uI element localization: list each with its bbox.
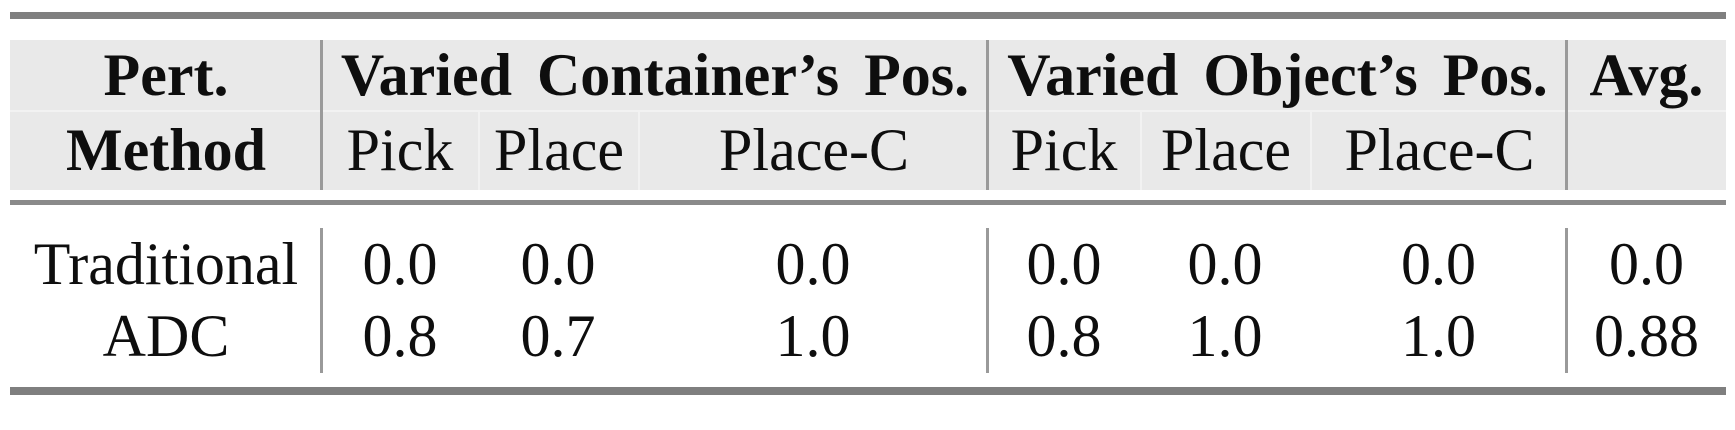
subheader-g1-place: Place <box>478 112 638 190</box>
row-traditional-avg: 0.0 <box>1609 231 1684 297</box>
header-group-varied-object-pos: Varied Object’s Pos. <box>988 40 1567 112</box>
row-traditional-g1-place: 0.0 <box>520 231 596 297</box>
table-header: Pert. Varied Container’s Pos. Varied Obj… <box>10 40 1726 190</box>
row-adc-g2-pick: 0.8 <box>1026 303 1102 369</box>
header-method: Method <box>66 117 266 183</box>
header-pert: Pert. <box>10 40 322 112</box>
row-adc-g2-place-c: 1.0 <box>1401 303 1476 369</box>
row-traditional-g1-place-c: 0.0 <box>775 231 851 297</box>
results-table: Pert. Varied Container’s Pos. Varied Obj… <box>10 12 1726 395</box>
vsep-group1-group2-header <box>986 40 989 190</box>
vsep-method-group1-header <box>320 40 323 190</box>
vsep-group1-group2-body <box>986 228 989 373</box>
subheader-g2-place-c: Place-C <box>1310 112 1567 190</box>
row-traditional-g2-place-c: 0.0 <box>1401 231 1476 297</box>
row-traditional-g2-pick: 0.0 <box>1026 231 1102 297</box>
row-traditional-g2-place: 0.0 <box>1187 231 1263 297</box>
subheader-g2-place: Place <box>1140 112 1310 190</box>
subheader-avg-empty <box>1567 112 1726 190</box>
row-adc-g2-place: 1.0 <box>1187 303 1263 369</box>
table-bottom-rule <box>10 387 1726 395</box>
table-body: Traditional 0.0 0.0 0.0 0.0 0.0 0.0 0.0 … <box>10 228 1726 373</box>
row-traditional-g1-pick: 0.0 <box>362 231 438 297</box>
vsep-method-group1-body <box>320 228 323 373</box>
row-adc-g1-place-c: 1.0 <box>775 303 851 369</box>
row-traditional-method: Traditional <box>33 231 299 297</box>
row-adc-g1-pick: 0.8 <box>362 303 438 369</box>
header-group-varied-container-pos: Varied Container’s Pos. <box>322 40 988 112</box>
subheader-g1-pick: Pick <box>346 117 454 183</box>
row-adc-avg: 0.88 <box>1594 303 1699 369</box>
table-mid-rule <box>10 200 1726 205</box>
row-adc-method: ADC <box>102 303 230 369</box>
subheader-g1-place-c: Place-C <box>638 112 988 190</box>
vsep-group2-avg-body <box>1565 228 1568 373</box>
table-top-rule <box>10 12 1726 19</box>
subheader-g2-pick: Pick <box>1010 117 1118 183</box>
vsep-group2-avg-header <box>1565 40 1568 190</box>
header-avg: Avg. <box>1567 40 1726 112</box>
row-adc-g1-place: 0.7 <box>520 303 596 369</box>
